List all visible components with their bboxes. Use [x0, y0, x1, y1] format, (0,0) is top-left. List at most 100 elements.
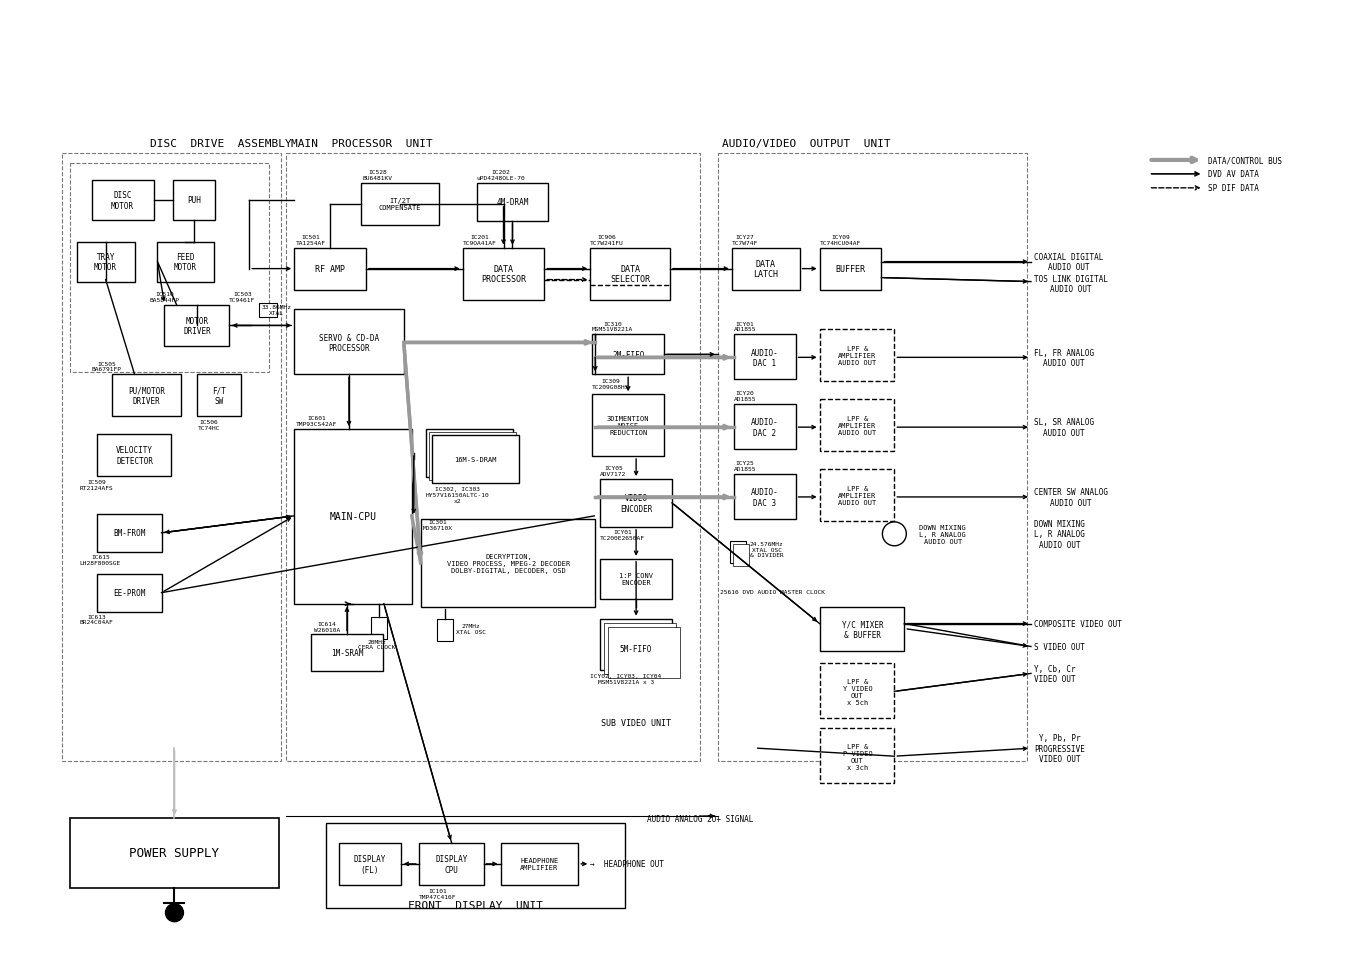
Text: DISPLAY
CPU: DISPLAY CPU: [435, 854, 467, 874]
Text: AUDIO-
DAC 2: AUDIO- DAC 2: [751, 418, 778, 437]
Bar: [97, 435, 172, 476]
Text: IC501
TA1254AF: IC501 TA1254AF: [296, 234, 326, 246]
Text: LPF &
P VIDEO
OUT
x 3ch: LPF & P VIDEO OUT x 3ch: [843, 743, 873, 770]
Bar: [820, 663, 894, 719]
Text: VIDEO
ENCODER: VIDEO ENCODER: [620, 494, 653, 513]
Bar: [112, 375, 181, 416]
Bar: [820, 400, 894, 452]
Text: SERVO & CD-DA
PROCESSOR: SERVO & CD-DA PROCESSOR: [319, 334, 380, 353]
Text: TRAY
MOTOR: TRAY MOTOR: [95, 253, 118, 272]
Bar: [165, 305, 230, 347]
Bar: [77, 242, 135, 282]
Bar: [477, 184, 549, 221]
Text: IT/2T
COMPENSATE: IT/2T COMPENSATE: [378, 198, 422, 211]
Text: DOWN MIXING
L, R ANALOG
AUDIO OUT: DOWN MIXING L, R ANALOG AUDIO OUT: [1034, 519, 1085, 549]
Bar: [734, 405, 796, 450]
Bar: [97, 515, 162, 552]
Text: DOWN MIXING
L, R ANALOG
AUDIO OUT: DOWN MIXING L, R ANALOG AUDIO OUT: [919, 524, 966, 544]
Text: AUDIO-
DAC 1: AUDIO- DAC 1: [751, 348, 778, 368]
Bar: [820, 728, 894, 783]
Bar: [286, 153, 700, 761]
Text: IC906
TC7W241FU: IC906 TC7W241FU: [590, 234, 624, 246]
Bar: [734, 335, 796, 380]
Text: IC613
BR24C04AF: IC613 BR24C04AF: [80, 614, 113, 625]
Text: 25616 DVD AUDIO MASTER CLOCK: 25616 DVD AUDIO MASTER CLOCK: [720, 589, 825, 594]
Bar: [604, 623, 676, 675]
Bar: [592, 335, 665, 375]
Text: S VIDEO OUT: S VIDEO OUT: [1034, 642, 1085, 651]
Text: LPF &
AMPLIFIER
AUDIO OUT: LPF & AMPLIFIER AUDIO OUT: [839, 485, 877, 505]
Bar: [500, 843, 578, 885]
Text: 2M-FIFO: 2M-FIFO: [612, 351, 644, 359]
Text: ICY09
TC74HCU04AF: ICY09 TC74HCU04AF: [820, 234, 861, 246]
Text: ICY27
TC7W74F: ICY27 TC7W74F: [732, 234, 758, 246]
Text: SP DIF DATA: SP DIF DATA: [1208, 184, 1259, 193]
Text: ICY25
AD1855: ICY25 AD1855: [734, 460, 757, 472]
Text: FRONT  DISPLAY  UNIT: FRONT DISPLAY UNIT: [408, 900, 543, 910]
Text: IC202
uPD4248OLE-70: IC202 uPD4248OLE-70: [477, 170, 526, 181]
Bar: [732, 544, 748, 566]
Bar: [197, 375, 242, 416]
Text: DATA
PROCESSOR: DATA PROCESSOR: [481, 265, 526, 284]
Text: COAXIAL DIGITAL
AUDIO OUT: COAXIAL DIGITAL AUDIO OUT: [1034, 253, 1104, 272]
Text: →  HEADPHONE OUT: → HEADPHONE OUT: [590, 860, 665, 868]
Text: CENTER SW ANALOG
AUDIO OUT: CENTER SW ANALOG AUDIO OUT: [1034, 488, 1108, 507]
Bar: [436, 618, 453, 640]
Text: SUB VIDEO UNIT: SUB VIDEO UNIT: [601, 719, 671, 727]
Text: IC101
TMP47C416F: IC101 TMP47C416F: [419, 888, 457, 899]
Text: DATA
LATCH: DATA LATCH: [754, 259, 778, 279]
Text: AUDIO ANALOG 2O+ SIGNAL: AUDIO ANALOG 2O+ SIGNAL: [647, 814, 753, 822]
Bar: [173, 181, 215, 220]
Text: SL, SR ANALOG
AUDIO OUT: SL, SR ANALOG AUDIO OUT: [1034, 418, 1094, 437]
Text: IC510
BA5844FP: IC510 BA5844FP: [150, 292, 180, 302]
Text: 3DIMENTION
NOISE
REDUCTION: 3DIMENTION NOISE REDUCTION: [607, 416, 650, 436]
Bar: [462, 249, 544, 300]
Text: AUDIO/VIDEO  OUTPUT  UNIT: AUDIO/VIDEO OUTPUT UNIT: [721, 139, 890, 149]
Bar: [600, 559, 671, 599]
Bar: [590, 249, 670, 300]
Text: IC601
TMP93CS42AF: IC601 TMP93CS42AF: [296, 416, 338, 427]
Text: IC614
W26010A: IC614 W26010A: [313, 621, 340, 632]
Text: MAIN  PROCESSOR  UNIT: MAIN PROCESSOR UNIT: [290, 139, 432, 149]
Bar: [97, 574, 162, 612]
Text: LPF &
AMPLIFIER
AUDIO OUT: LPF & AMPLIFIER AUDIO OUT: [839, 346, 877, 366]
Text: BUFFER: BUFFER: [835, 265, 866, 274]
Text: IC301
MD36710X: IC301 MD36710X: [423, 519, 453, 530]
Bar: [426, 430, 513, 477]
Text: IC528
BU6481KV: IC528 BU6481KV: [363, 170, 393, 181]
Bar: [820, 607, 904, 652]
Text: IC509
RT2124AFS: IC509 RT2124AFS: [80, 479, 113, 490]
Bar: [92, 181, 154, 220]
Text: ICY02, ICY03, ICY04
MSM51V8221A x 3: ICY02, ICY03, ICY04 MSM51V8221A x 3: [590, 674, 662, 684]
Text: ICY01
TC200E2650AF: ICY01 TC200E2650AF: [600, 529, 646, 540]
Text: FL, FR ANALOG
AUDIO OUT: FL, FR ANALOG AUDIO OUT: [1034, 348, 1094, 368]
Text: POWER SUPPLY: POWER SUPPLY: [130, 846, 219, 860]
Text: 1:P CONV
ENCODER: 1:P CONV ENCODER: [619, 573, 653, 585]
Text: 33.86MHz
XTAL: 33.86MHz XTAL: [261, 305, 292, 315]
Text: TOS LINK DIGITAL
AUDIO OUT: TOS LINK DIGITAL AUDIO OUT: [1034, 274, 1108, 294]
Text: 5M-FIFO: 5M-FIFO: [620, 644, 653, 654]
Bar: [419, 843, 484, 885]
Bar: [820, 249, 881, 291]
Bar: [734, 475, 796, 519]
Text: IC309
TC209G08HS: IC309 TC209G08HS: [592, 379, 630, 390]
Bar: [730, 541, 746, 563]
Bar: [600, 618, 671, 671]
Text: 27MHz
XTAL OSC: 27MHz XTAL OSC: [455, 623, 485, 635]
Text: DATA/CONTROL BUS: DATA/CONTROL BUS: [1208, 156, 1282, 165]
Text: 20MHz
CERA CLOCK: 20MHz CERA CLOCK: [358, 639, 396, 650]
Text: DVD AV DATA: DVD AV DATA: [1208, 171, 1259, 179]
Text: PUH: PUH: [188, 196, 201, 205]
Text: Y, Cb, Cr
VIDEO OUT: Y, Cb, Cr VIDEO OUT: [1034, 664, 1075, 683]
Text: IC505
BA6791FP: IC505 BA6791FP: [92, 361, 122, 372]
Text: IC302, IC303
HY57V16150ALTC-10
x2: IC302, IC303 HY57V16150ALTC-10 x2: [426, 486, 489, 503]
Bar: [820, 470, 894, 521]
Bar: [372, 617, 386, 639]
Text: IC506
TC74HC: IC506 TC74HC: [197, 419, 220, 431]
Text: RF AMP: RF AMP: [315, 265, 345, 274]
Text: FEED
MOTOR: FEED MOTOR: [174, 253, 197, 272]
Text: LPF &
AMPLIFIER
AUDIO OUT: LPF & AMPLIFIER AUDIO OUT: [839, 416, 877, 436]
Text: MOTOR
DRIVER: MOTOR DRIVER: [184, 316, 211, 335]
Text: AUDIO-
DAC 3: AUDIO- DAC 3: [751, 488, 778, 507]
Text: DATA
SELECTOR: DATA SELECTOR: [611, 265, 650, 284]
